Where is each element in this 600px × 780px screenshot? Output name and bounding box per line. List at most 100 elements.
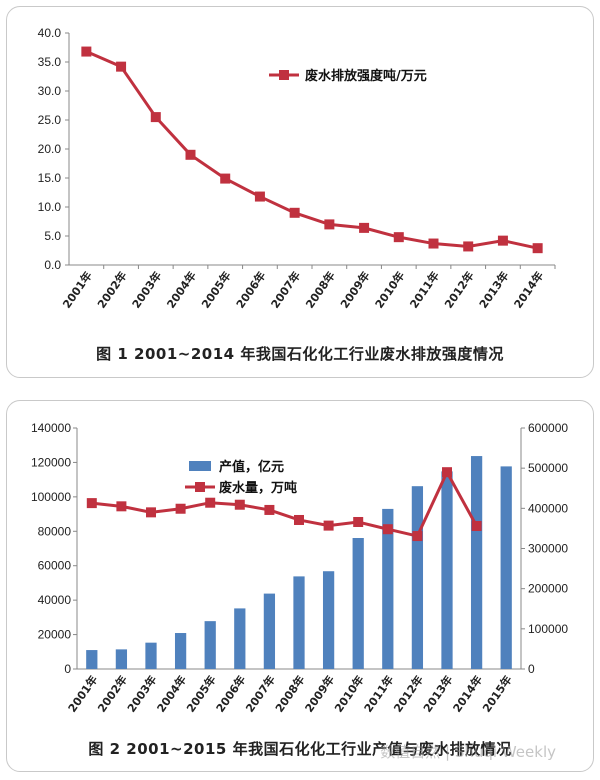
chart-panel-2: 0 20000 40000 60000 80000 100000 120000 140000 0… bbox=[6, 400, 594, 772]
data-point bbox=[463, 241, 474, 252]
x-tick-label: 2002年 bbox=[95, 673, 130, 715]
x-tick-label: 2013年 bbox=[476, 269, 511, 311]
x-tick-label: 2011年 bbox=[361, 673, 396, 715]
data-point bbox=[116, 501, 127, 512]
bar bbox=[174, 633, 187, 669]
data-point bbox=[264, 504, 275, 515]
x-tick-label: 2002年 bbox=[94, 269, 129, 311]
bar bbox=[411, 486, 424, 669]
y-tick-label: 35.0 bbox=[38, 55, 62, 69]
bar bbox=[352, 537, 364, 669]
bar bbox=[500, 466, 512, 669]
bar bbox=[382, 508, 394, 669]
y-tick-label: 10.0 bbox=[38, 200, 62, 214]
bar bbox=[263, 593, 276, 669]
y-tick-label: 5.0 bbox=[44, 229, 61, 243]
x-tick-label: 2005年 bbox=[198, 269, 233, 311]
left-y-tick-label: 40000 bbox=[38, 593, 72, 607]
x-tick-label: 2014年 bbox=[450, 673, 485, 715]
bar bbox=[86, 650, 98, 669]
x-tick-label: 2005年 bbox=[183, 673, 218, 715]
chart-1-caption: 图 1 2001~2014 年我国石化化工行业废水排放强度情况 bbox=[96, 345, 504, 363]
right-y-tick-label: 500000 bbox=[528, 461, 568, 475]
data-point bbox=[86, 498, 97, 509]
right-y-tick-label: 600000 bbox=[528, 421, 568, 435]
x-tick-label: 2006年 bbox=[213, 673, 248, 715]
bar bbox=[470, 456, 483, 669]
data-point bbox=[412, 531, 423, 542]
left-y-tick-label: 20000 bbox=[38, 628, 72, 642]
x-tick-label: 2010年 bbox=[331, 673, 366, 715]
legend-label: 废水排放强度吨/万元 bbox=[305, 68, 427, 84]
data-point bbox=[497, 235, 508, 246]
right-y-tick-label: 200000 bbox=[528, 582, 568, 596]
x-tick-label: 2008年 bbox=[302, 269, 337, 311]
y-tick-label: 20.0 bbox=[38, 142, 62, 156]
y-tick-label: 30.0 bbox=[38, 84, 62, 98]
x-tick-label: 2003年 bbox=[129, 269, 164, 311]
bar bbox=[145, 642, 157, 669]
x-tick-label: 2010年 bbox=[372, 269, 407, 311]
chart-2-caption: 图 2 2001~2015 年我国石化化工行业产值与废水排放情况 bbox=[88, 740, 512, 758]
x-tick-label: 2012年 bbox=[391, 673, 426, 715]
output-wastewater-chart: 0 20000 40000 60000 80000 100000 120000 140000 0… bbox=[31, 421, 568, 715]
data-point bbox=[220, 173, 231, 184]
left-y-tick-label: 60000 bbox=[38, 559, 72, 573]
data-point bbox=[289, 207, 300, 218]
data-point bbox=[442, 467, 452, 478]
bar bbox=[441, 471, 453, 669]
data-point bbox=[185, 149, 196, 160]
bar bbox=[204, 621, 216, 669]
x-tick-label: 2004年 bbox=[154, 673, 189, 715]
x-tick-label: 2009年 bbox=[337, 269, 372, 311]
left-y-tick-label: 120000 bbox=[31, 455, 71, 469]
legend-line-label: 废水量，万吨 bbox=[219, 480, 297, 496]
data-point bbox=[254, 191, 265, 202]
y-tick-label: 25.0 bbox=[38, 113, 62, 127]
x-tick-label: 2006年 bbox=[233, 269, 268, 311]
x-tick-label: 2001年 bbox=[59, 269, 94, 311]
x-tick-label: 2011年 bbox=[407, 269, 442, 311]
data-point bbox=[116, 61, 127, 72]
data-point bbox=[393, 232, 404, 243]
data-point bbox=[323, 520, 334, 531]
series-line bbox=[85, 50, 538, 250]
left-y-tick-label: 0 bbox=[64, 662, 71, 676]
x-tick-label: 2008年 bbox=[272, 673, 307, 715]
right-y-tick-label: 400000 bbox=[528, 501, 568, 515]
right-y-tick-label: 300000 bbox=[528, 542, 568, 556]
legend-line-marker bbox=[195, 482, 205, 492]
data-point bbox=[428, 238, 439, 249]
x-tick-label: 2007年 bbox=[243, 673, 278, 715]
left-y-tick-label: 140000 bbox=[31, 421, 71, 435]
data-point bbox=[294, 514, 304, 525]
data-point bbox=[146, 507, 156, 518]
chart-panel-1: 0.0 5.0 10.0 15.0 20.0 25.0 30.0 35.0 40.0 2001年 2… bbox=[6, 6, 594, 378]
x-tick-label: 2014年 bbox=[511, 269, 546, 311]
right-y-tick-label: 100000 bbox=[528, 622, 568, 636]
data-point bbox=[353, 516, 364, 527]
data-point bbox=[81, 46, 92, 57]
y-tick-label: 0.0 bbox=[44, 258, 61, 272]
data-point bbox=[471, 521, 482, 532]
bar bbox=[234, 608, 246, 669]
data-point bbox=[359, 222, 370, 233]
bar bbox=[293, 576, 305, 669]
legend-bar-label: 产值，亿元 bbox=[219, 459, 284, 475]
data-point bbox=[234, 499, 245, 510]
bar bbox=[322, 571, 335, 669]
data-point bbox=[150, 112, 161, 123]
x-tick-label: 2009年 bbox=[302, 673, 337, 715]
left-y-tick-label: 80000 bbox=[38, 524, 72, 538]
data-point bbox=[382, 524, 393, 535]
data-point bbox=[532, 243, 543, 254]
legend-marker bbox=[279, 70, 289, 80]
data-point bbox=[205, 497, 216, 508]
bar bbox=[115, 649, 128, 669]
x-tick-label: 2012年 bbox=[441, 269, 476, 311]
x-tick-label: 2015年 bbox=[479, 673, 514, 715]
y-tick-label: 15.0 bbox=[38, 171, 62, 185]
x-tick-label: 2007年 bbox=[268, 269, 303, 311]
x-tick-label: 2003年 bbox=[124, 673, 159, 715]
